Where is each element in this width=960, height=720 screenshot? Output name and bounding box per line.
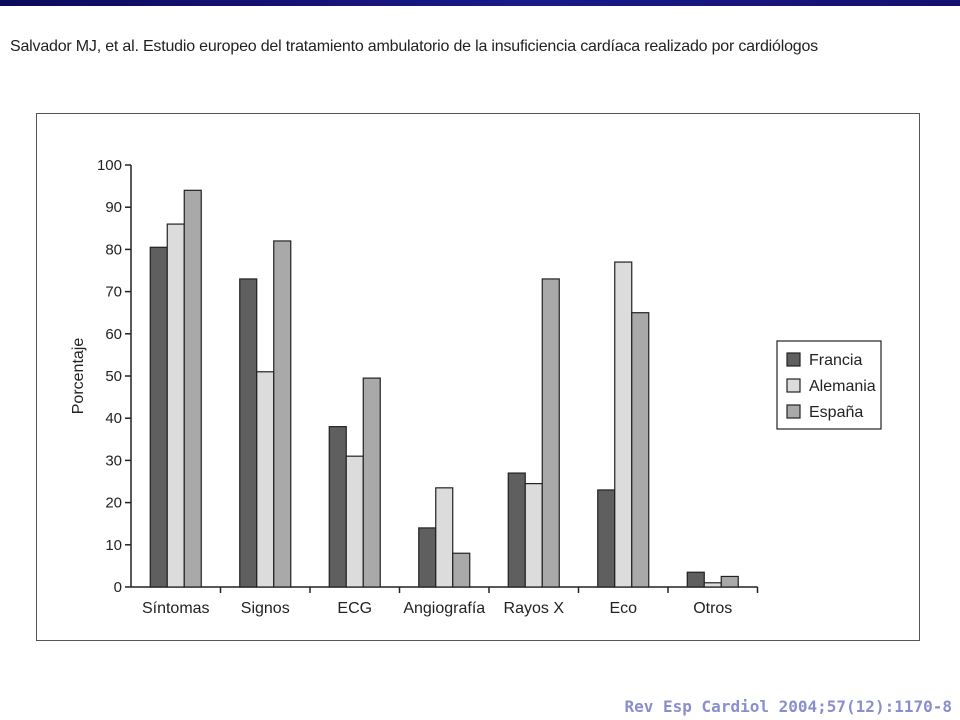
- bar-francia: [597, 489, 616, 588]
- legend-swatch: [786, 352, 801, 367]
- bar-alemania: [345, 455, 364, 588]
- bar-alemania: [256, 371, 275, 588]
- bar-alemania: [166, 223, 185, 588]
- bar-españa: [183, 189, 202, 588]
- bar-españa: [273, 240, 292, 588]
- y-tick-label: 100: [97, 157, 122, 174]
- bar-alemania: [703, 582, 722, 588]
- x-category-label: Signos: [241, 600, 290, 617]
- y-tick-label: 20: [105, 495, 122, 512]
- x-category-label: Otros: [693, 600, 732, 617]
- top-banner-band: [0, 0, 960, 6]
- legend-swatch: [786, 404, 801, 419]
- x-category-label: Eco: [609, 600, 637, 617]
- bar-alemania: [435, 487, 454, 588]
- bar-alemania: [524, 483, 543, 588]
- x-category-label: Síntomas: [142, 600, 210, 617]
- y-tick-label: 50: [105, 368, 122, 385]
- x-category-label: Rayos X: [504, 600, 565, 617]
- source-citation-header: Salvador MJ, et al. Estudio europeo del …: [10, 38, 818, 55]
- y-tick-label: 70: [105, 284, 122, 301]
- legend-label: Francia: [809, 352, 862, 369]
- y-tick-label: 10: [105, 537, 122, 554]
- bar-francia: [507, 472, 526, 588]
- bar-francia: [239, 278, 258, 588]
- chart-frame: 0 10 20 30 40 50 60 70 80 90 100 Porcentaje Síntomas…: [36, 113, 920, 641]
- y-tick-label: 90: [105, 199, 122, 216]
- y-axis-title: Porcentaje: [70, 338, 87, 415]
- bar-francia: [328, 426, 347, 588]
- y-tick-label: 30: [105, 452, 122, 469]
- y-tick-label: 80: [105, 241, 122, 258]
- bar-chart: 0 10 20 30 40 50 60 70 80 90 100 Porcentaje Síntomas…: [70, 157, 882, 617]
- legend-label: Alemania: [809, 378, 876, 395]
- bar-españa: [452, 552, 471, 588]
- bar-españa: [631, 312, 650, 588]
- y-tick-label: 0: [114, 579, 122, 596]
- legend-swatch: [786, 378, 801, 393]
- legend-label: España: [809, 404, 863, 421]
- x-category-label: ECG: [337, 600, 372, 617]
- bar-alemania: [614, 261, 633, 588]
- bar-francia: [686, 571, 705, 588]
- bar-españa: [362, 377, 381, 588]
- x-category-label: Angiografía: [403, 600, 485, 617]
- bar-españa: [541, 278, 560, 588]
- journal-reference: Rev Esp Cardiol 2004;57(12):1170-8: [624, 697, 952, 716]
- bar-francia: [418, 527, 437, 588]
- y-tick-label: 40: [105, 410, 122, 427]
- y-tick-label: 60: [105, 326, 122, 343]
- bar-españa: [720, 575, 739, 588]
- bar-francia: [149, 246, 168, 588]
